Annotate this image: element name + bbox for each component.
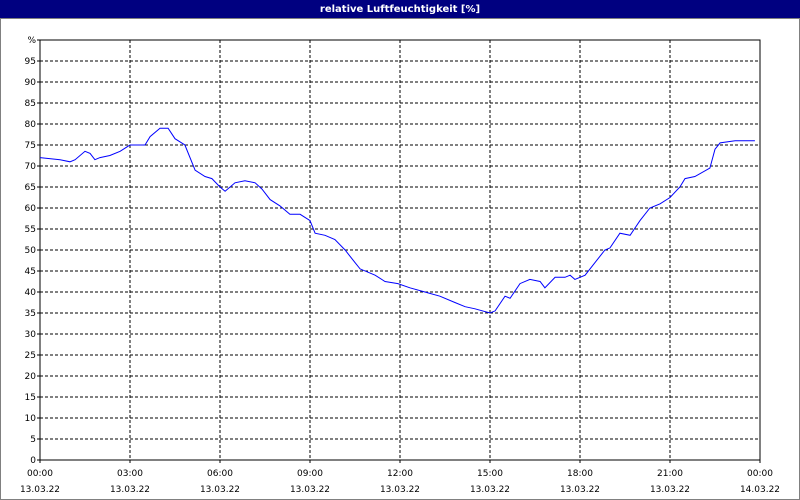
y-tick-label: 15 [25,393,36,403]
x-tick-date: 13.03.22 [110,485,150,495]
y-tick-label: 50 [25,246,37,256]
x-tick-label: 15:00 [477,469,503,479]
x-tick-label: 03:00 [117,469,143,479]
x-tick-date: 13.03.22 [380,485,420,495]
chart-title: relative Luftfeuchtigkeit [%] [320,4,480,15]
y-tick-label: % [27,36,36,46]
x-tick-date: 13.03.22 [560,485,600,495]
y-tick-label: 70 [25,162,37,172]
y-tick-label: 65 [25,183,36,193]
y-tick-label: 20 [25,372,37,382]
y-tick-label: 90 [25,78,37,88]
x-tick-date: 13.03.22 [20,485,60,495]
y-tick-label: 75 [25,141,36,151]
y-tick-label: 0 [30,456,36,466]
x-tick-label: 00:00 [27,469,53,479]
y-tick-label: 5 [30,435,36,445]
y-tick-label: 35 [25,309,36,319]
x-tick-date: 14.03.22 [740,485,780,495]
y-tick-label: 55 [25,225,36,235]
y-tick-label: 80 [25,120,37,130]
x-tick-label: 18:00 [567,469,593,479]
x-tick-label: 21:00 [657,469,683,479]
x-tick-label: 06:00 [207,469,233,479]
y-tick-label: 45 [25,267,36,277]
x-tick-label: 09:00 [297,469,323,479]
y-tick-label: 25 [25,351,36,361]
x-tick-date: 13.03.22 [650,485,690,495]
y-tick-label: 85 [25,99,36,109]
y-tick-label: 95 [25,57,36,67]
x-tick-date: 13.03.22 [470,485,510,495]
y-tick-label: 40 [25,288,37,298]
y-tick-label: 30 [25,330,37,340]
y-tick-label: 60 [25,204,37,214]
title-bar [0,0,800,18]
x-tick-label: 12:00 [387,469,413,479]
x-tick-label: 00:00 [747,469,773,479]
data-line [39,127,755,314]
x-tick-date: 13.03.22 [290,485,330,495]
y-tick-label: 10 [25,414,37,424]
x-tick-date: 13.03.22 [200,485,240,495]
